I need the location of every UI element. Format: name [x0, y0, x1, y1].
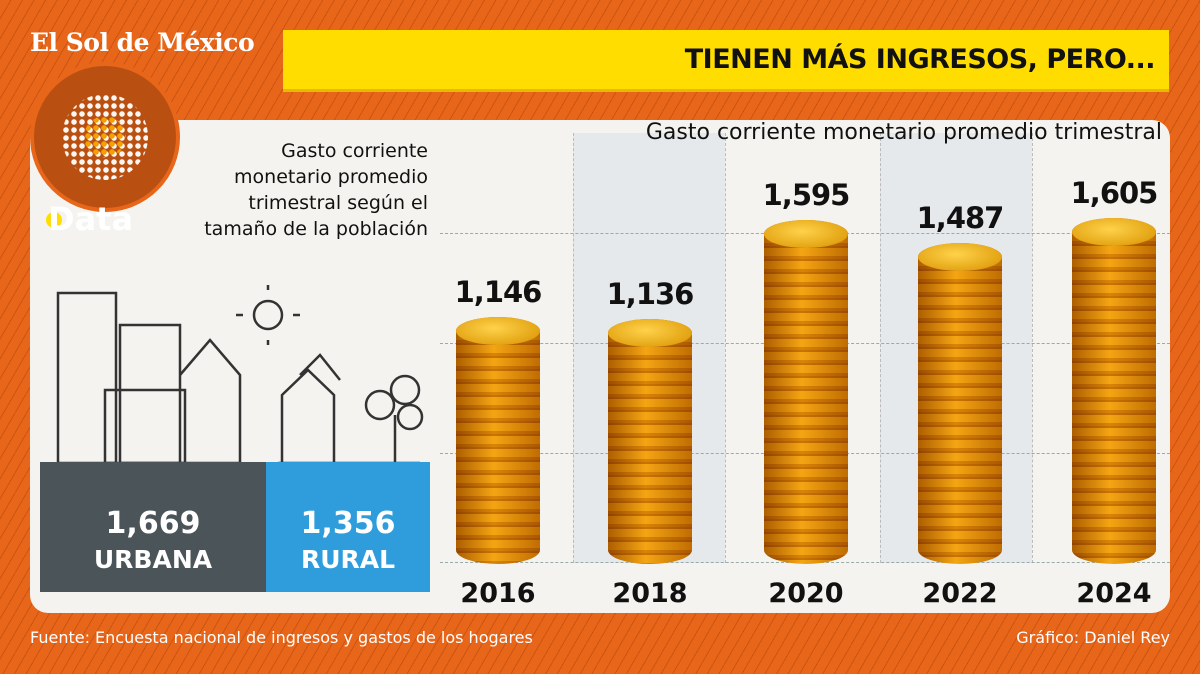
source: Fuente: Encuesta nacional de ingresos y … — [30, 628, 533, 647]
brand-data: Data — [48, 200, 134, 238]
credit: Gráfico: Daniel Rey — [1016, 628, 1170, 647]
headline: TIENEN MÁS INGRESOS, PERO... — [684, 44, 1156, 75]
urban-box: 1,669 URBANA — [40, 462, 266, 592]
urban-label: URBANA — [93, 545, 213, 574]
gridline — [725, 133, 726, 563]
rural-box: 1,356 RURAL — [266, 462, 430, 592]
logo: El Sol de México — [30, 28, 255, 57]
city-rural-illustration-icon — [56, 285, 424, 465]
bar-2022 — [918, 243, 1002, 564]
headline-bar: TIENEN MÁS INGRESOS, PERO... — [283, 30, 1169, 92]
x-tick-label: 2016 — [460, 578, 536, 609]
data-label: 1,136 — [606, 277, 695, 312]
gridline — [573, 133, 574, 563]
x-tick-label: 2018 — [612, 578, 688, 609]
bar-2018 — [608, 319, 692, 564]
data-label: 1,146 — [454, 274, 543, 309]
x-tick-label: 2020 — [768, 578, 844, 609]
chart-title: Gasto corriente monetario promedio trime… — [645, 120, 1162, 145]
left-subtitle: Gasto corriente monetario promedio trime… — [204, 140, 428, 240]
bar-2020 — [764, 220, 848, 564]
urban-value: 1,669 — [105, 506, 201, 541]
rural-value: 1,356 — [300, 506, 396, 541]
gridline — [880, 133, 881, 563]
x-tick-label: 2024 — [1076, 578, 1152, 609]
data-label: 1,595 — [762, 178, 851, 213]
dot-icon — [46, 212, 62, 228]
data-badge-icon — [30, 62, 180, 212]
bar-2024 — [1072, 218, 1156, 564]
bar-2016 — [456, 316, 540, 564]
x-tick-label: 2022 — [922, 578, 998, 609]
rural-label: RURAL — [300, 545, 396, 574]
data-label: 1,487 — [916, 201, 1005, 236]
gridline — [1032, 133, 1033, 563]
data-label: 1,605 — [1070, 176, 1159, 210]
